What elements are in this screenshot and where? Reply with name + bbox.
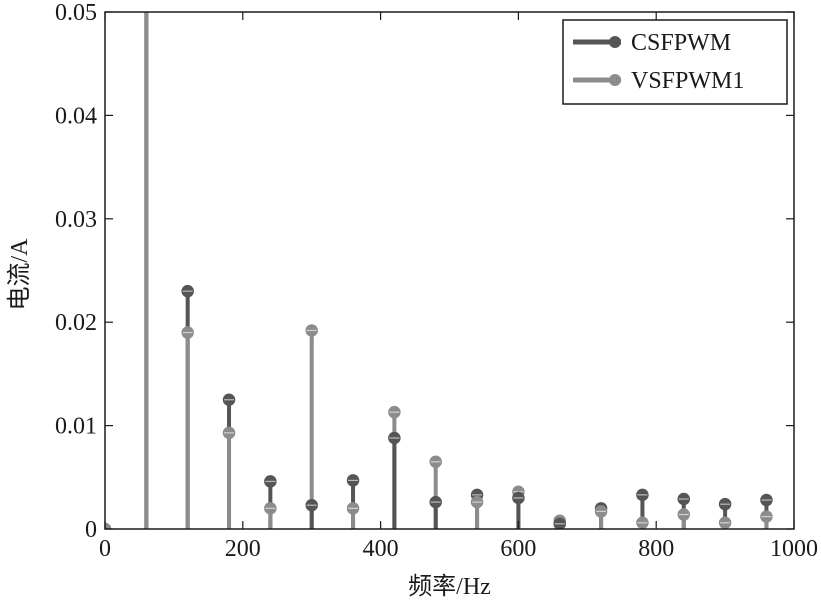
x-tick-label: 400 [363,536,399,562]
y-tick-label: 0 [85,517,97,543]
legend-box [562,19,788,105]
plot-frame [104,11,795,530]
y-tick-label: 0.05 [55,0,97,26]
x-tick-label: 800 [638,536,674,562]
legend: CSFPWM VSFPWM1 [562,19,788,105]
y-tick-label: 0.04 [55,103,97,129]
x-tick-label: 1000 [770,536,818,562]
legend-label-vsfpwm1: VSFPWM1 [631,68,744,94]
x-tick-label: 600 [500,536,536,562]
axes: 0 200 400 600 800 1000 0 0.01 0.02 0.03 0.04 0.05 频率… [6,0,818,600]
legend-swatch-marker-csfpwm [609,36,621,48]
x-tick-label: 0 [99,536,111,562]
legend-swatch-marker-vsfpwm1 [609,74,621,86]
marker-vsfpwm1-0 [105,522,112,529]
legend-label-csfpwm: CSFPWM [631,30,731,56]
x-tick-label: 200 [225,536,261,562]
y-tick-label: 0.01 [55,414,97,440]
x-axis-title: 频率/Hz [408,573,491,600]
y-axis-title: 电流/A [6,238,33,311]
y-tick-label: 0.03 [55,207,97,233]
y-tick-label: 0.02 [55,310,97,336]
